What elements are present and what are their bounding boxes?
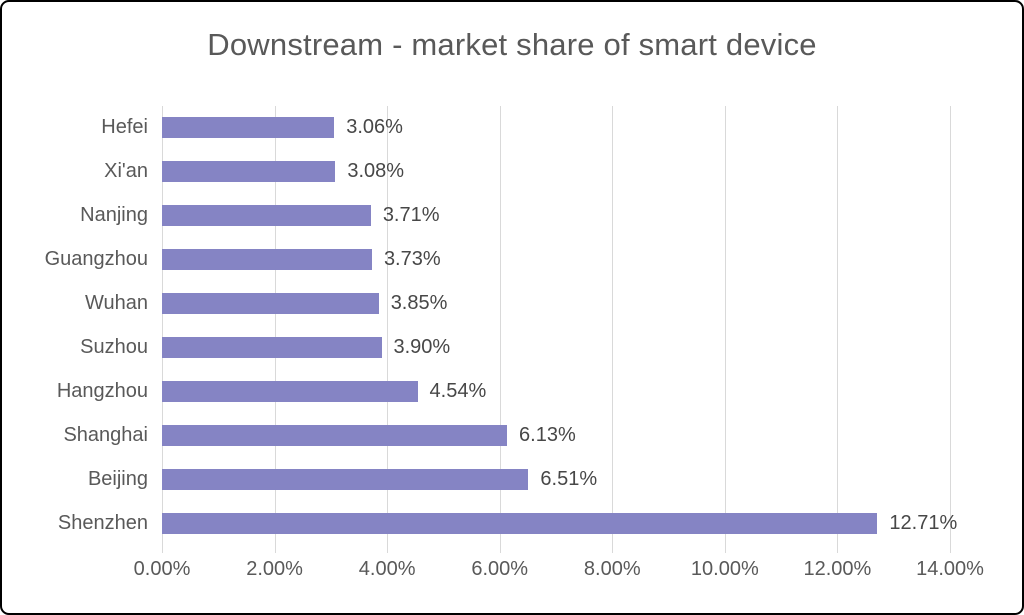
bar xyxy=(162,468,529,490)
bar-row: Nanjing 3.71% xyxy=(2,194,1022,238)
value-label: 3.71% xyxy=(382,204,440,227)
x-tick-label: 0.00% xyxy=(133,558,191,580)
bar-row: Shanghai 6.13% xyxy=(2,413,1022,457)
value-label: 3.90% xyxy=(393,335,451,358)
bar-row: Beijing 6.51% xyxy=(2,457,1022,501)
bar-zone: 3.08% xyxy=(162,150,950,194)
bar-row: Xi'an 3.08% xyxy=(2,150,1022,194)
bar xyxy=(162,161,336,183)
bar-row: Suzhou 3.90% xyxy=(2,326,1022,370)
bar-row: Shenzhen 12.71% xyxy=(2,501,1022,545)
category-label: Hangzhou xyxy=(56,379,148,402)
bar-zone: 3.85% xyxy=(162,282,950,326)
bar xyxy=(162,117,335,139)
value-label: 6.51% xyxy=(540,467,598,490)
bar-rows: Hefei 3.06% Xi'an 3.08% Nanjing 3.71% Guangzho… xyxy=(2,106,1022,545)
bar xyxy=(162,336,382,358)
gridline xyxy=(162,106,163,553)
x-tick-label: 10.00% xyxy=(690,558,759,580)
bar xyxy=(162,293,379,315)
value-label: 3.06% xyxy=(346,116,403,139)
value-label: 4.54% xyxy=(429,379,487,402)
value-label: 6.13% xyxy=(519,423,576,446)
bar-zone: 3.71% xyxy=(162,194,950,238)
category-label: Xi'an xyxy=(104,160,148,183)
bar xyxy=(162,380,418,402)
gridline xyxy=(387,106,389,553)
chart-title: Downstream - market share of smart devic… xyxy=(207,27,817,62)
category-label: Hefei xyxy=(101,116,148,139)
category-label: Wuhan xyxy=(84,292,148,315)
x-tick-label: 14.00% xyxy=(916,558,984,580)
x-axis: 0.00% 2.00% 4.00% 6.00% 8.00% 10.00% 12.00% 14.… xyxy=(134,558,984,584)
gridline xyxy=(837,106,839,553)
bar xyxy=(162,424,508,446)
bar-zone: 3.73% xyxy=(162,238,950,282)
value-label: 3.08% xyxy=(347,160,405,183)
category-label: Guangzhou xyxy=(44,248,148,271)
x-tick-label: 4.00% xyxy=(358,558,416,580)
bar xyxy=(162,205,371,227)
x-tick-label: 6.00% xyxy=(471,558,529,580)
bar-zone: 3.06% xyxy=(162,106,950,150)
bar-row: Hangzhou 4.54% xyxy=(2,369,1022,413)
plot-area xyxy=(162,106,951,553)
category-label: Suzhou xyxy=(80,335,148,358)
bar-zone: 3.90% xyxy=(162,326,950,370)
bar-row: Wuhan 3.85% xyxy=(2,282,1022,326)
bar xyxy=(162,512,878,534)
value-label: 12.71% xyxy=(889,511,958,534)
bar-zone: 6.51% xyxy=(162,457,950,501)
bar xyxy=(162,249,372,271)
category-label: Beijing xyxy=(87,467,148,490)
bar-row: Hefei 3.06% xyxy=(2,106,1022,150)
category-label: Shanghai xyxy=(63,423,148,446)
category-label: Shenzhen xyxy=(57,511,148,534)
bar-zone: 6.13% xyxy=(162,413,950,457)
gridline xyxy=(950,106,951,553)
gridline xyxy=(724,106,726,553)
gridline xyxy=(612,106,614,553)
bar-row: Guangzhou 3.73% xyxy=(2,238,1022,282)
gridline xyxy=(499,106,501,553)
bar-zone: 12.71% xyxy=(162,501,957,545)
x-tick-label: 8.00% xyxy=(583,558,641,580)
value-label: 3.85% xyxy=(390,292,448,315)
bar-zone: 4.54% xyxy=(162,369,950,413)
category-label: Nanjing xyxy=(80,204,148,227)
value-label: 3.73% xyxy=(383,248,441,271)
x-tick-label: 2.00% xyxy=(246,558,303,580)
x-tick-label: 12.00% xyxy=(803,558,872,580)
gridline xyxy=(274,106,276,553)
plot-body: Hefei 3.06% Xi'an 3.08% Nanjing 3.71% Guangzho… xyxy=(2,106,1022,553)
